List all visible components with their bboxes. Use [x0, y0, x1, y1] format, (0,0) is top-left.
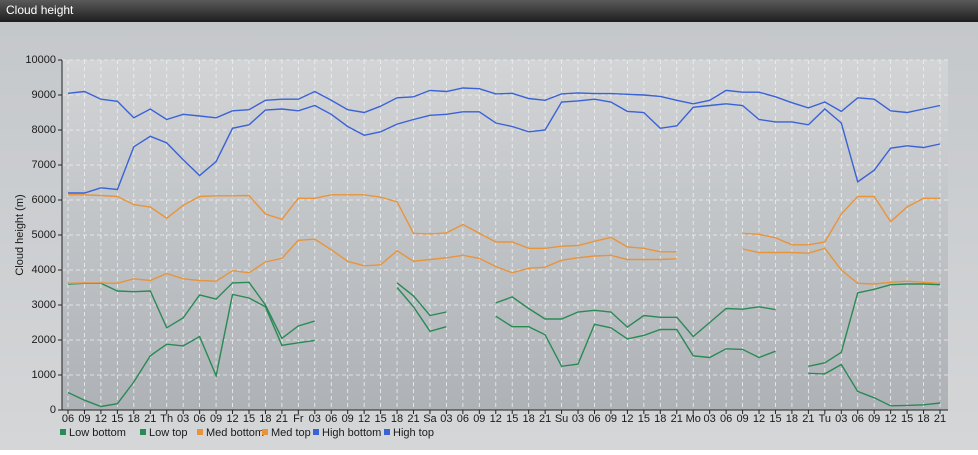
x-tick-label: 21	[144, 413, 156, 425]
y-axis-label: Cloud height (m)	[14, 194, 26, 275]
x-tick-label: Sa	[423, 413, 437, 425]
y-tick-label: 3000	[32, 299, 56, 311]
x-tick-label: 12	[95, 413, 107, 425]
x-tick-label: 18	[523, 413, 535, 425]
y-tick-label: 1000	[32, 369, 56, 381]
y-tick-label: 2000	[32, 334, 56, 346]
x-tick-label: 15	[111, 413, 123, 425]
series-line	[68, 98, 941, 194]
x-tick-label: 06	[193, 413, 205, 425]
x-tick-label: 06	[588, 413, 600, 425]
x-tick-label: 03	[835, 413, 847, 425]
x-tick-label: 15	[506, 413, 518, 425]
x-tick-label: Su	[555, 413, 568, 425]
y-tick-label: 0	[50, 404, 56, 416]
x-tick-label: 06	[720, 413, 732, 425]
x-tick-label: 03	[177, 413, 189, 425]
legend-swatch	[262, 429, 268, 435]
x-tick-label: 15	[769, 413, 781, 425]
x-tick-label: 03	[440, 413, 452, 425]
x-tick-label: 21	[934, 413, 946, 425]
x-tick-label: 21	[539, 413, 551, 425]
x-tick-label: 15	[901, 413, 913, 425]
y-tick-label: 10000	[25, 54, 56, 66]
series-line	[68, 194, 940, 253]
x-tick-label: 09	[78, 413, 90, 425]
y-tick-label: 4000	[32, 264, 56, 276]
x-tick-label: 12	[358, 413, 370, 425]
x-tick-label: 18	[654, 413, 666, 425]
x-tick-label: 03	[572, 413, 584, 425]
x-tick-label: 03	[309, 413, 321, 425]
series-line	[67, 281, 941, 367]
x-tick-label: 09	[210, 413, 222, 425]
x-tick-label: 12	[490, 413, 502, 425]
y-tick-label: 7000	[32, 159, 56, 171]
title-bar	[0, 0, 978, 22]
x-tick-label: 18	[391, 413, 403, 425]
x-tick-label: Tu	[819, 413, 831, 425]
x-tick-label: 21	[671, 413, 683, 425]
x-tick-label: Fr	[293, 413, 304, 425]
x-tick-label: 09	[605, 413, 617, 425]
x-tick-label: 15	[243, 413, 255, 425]
x-tick-label: 12	[885, 413, 897, 425]
y-tick-label: 5000	[32, 229, 56, 241]
legend-swatch	[197, 429, 203, 435]
legend-swatch	[60, 429, 66, 435]
x-tick-label: 18	[917, 413, 929, 425]
legend-label: High top	[393, 427, 434, 439]
x-tick-label: 15	[638, 413, 650, 425]
series-line	[67, 238, 941, 285]
legend-label: Low bottom	[69, 427, 126, 439]
x-tick-label: 06	[852, 413, 864, 425]
chart-title: Cloud height	[6, 3, 74, 17]
x-tick-label: 09	[342, 413, 354, 425]
legend-label: High bottom	[322, 427, 381, 439]
y-tick-label: 6000	[32, 194, 56, 206]
x-tick-label: Th	[160, 413, 173, 425]
x-tick-label: 21	[802, 413, 814, 425]
legend-label: Med bottom	[206, 427, 264, 439]
x-tick-label: 18	[786, 413, 798, 425]
x-tick-label: 09	[736, 413, 748, 425]
legend-label: Med top	[271, 427, 311, 439]
x-tick-label: 06	[62, 413, 74, 425]
x-tick-label: 18	[259, 413, 271, 425]
y-tick-label: 8000	[32, 124, 56, 136]
x-tick-label: 09	[473, 413, 485, 425]
legend-swatch	[313, 429, 319, 435]
x-tick-label: 12	[621, 413, 633, 425]
x-tick-label: 15	[374, 413, 386, 425]
x-tick-label: 03	[704, 413, 716, 425]
x-tick-label: 21	[276, 413, 288, 425]
x-tick-label: 09	[868, 413, 880, 425]
legend-label: Low top	[149, 427, 188, 439]
series-line	[67, 87, 941, 121]
y-tick-label: 9000	[32, 89, 56, 101]
legend-swatch	[384, 429, 390, 435]
x-tick-label: 12	[226, 413, 238, 425]
x-tick-label: 21	[407, 413, 419, 425]
x-tick-label: Mo	[686, 413, 701, 425]
legend-swatch	[140, 429, 146, 435]
x-tick-label: 12	[753, 413, 765, 425]
x-tick-label: 18	[128, 413, 140, 425]
x-tick-label: 06	[457, 413, 469, 425]
x-tick-label: 06	[325, 413, 337, 425]
series-line	[67, 287, 941, 408]
